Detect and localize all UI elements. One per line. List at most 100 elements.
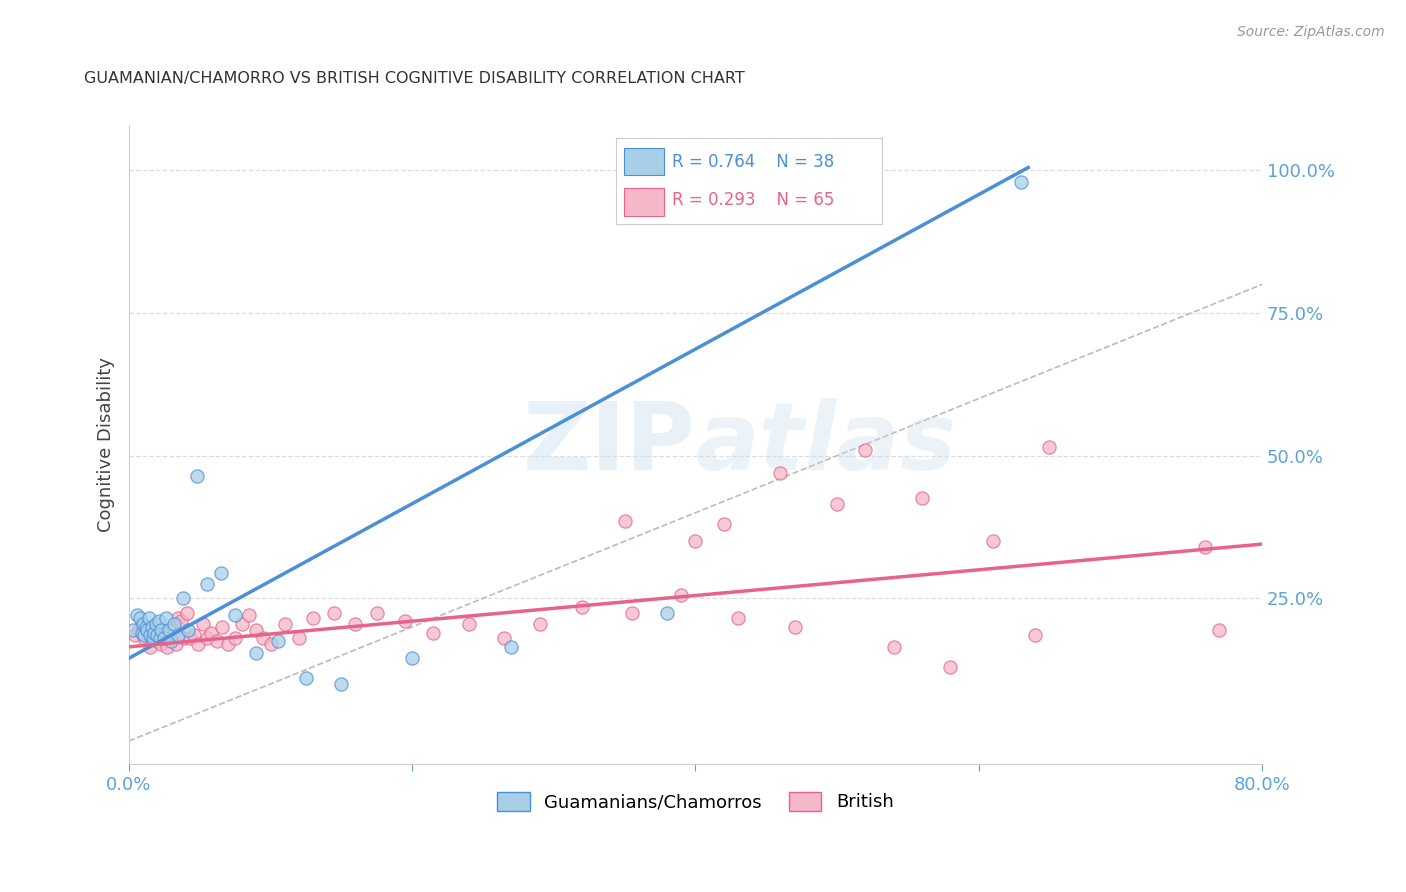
Point	[142, 632, 165, 646]
Point	[157, 623, 180, 637]
Point	[613, 514, 636, 528]
Point	[146, 634, 169, 648]
Point	[131, 617, 153, 632]
Point	[620, 606, 643, 620]
Point	[136, 623, 159, 637]
Point	[200, 625, 222, 640]
Point	[211, 620, 233, 634]
Point	[124, 628, 146, 642]
Point	[302, 611, 325, 625]
Legend: Guamanians/Chamorros, British: Guamanians/Chamorros, British	[491, 784, 901, 819]
Point	[148, 614, 170, 628]
Point	[143, 628, 166, 642]
Point	[245, 623, 267, 637]
Point	[671, 589, 693, 603]
Point	[139, 628, 162, 642]
Text: GUAMANIAN/CHAMORRO VS BRITISH COGNITIVE DISABILITY CORRELATION CHART: GUAMANIAN/CHAMORRO VS BRITISH COGNITIVE …	[83, 71, 744, 87]
Point	[769, 466, 792, 480]
Point	[366, 606, 388, 620]
Point	[172, 591, 194, 606]
Point	[141, 623, 163, 637]
Point	[143, 625, 166, 640]
Point	[162, 620, 184, 634]
Point	[183, 628, 205, 642]
Point	[295, 671, 318, 685]
Point	[167, 628, 190, 642]
Point	[191, 617, 214, 632]
Point	[224, 632, 246, 646]
Point	[494, 632, 516, 646]
Point	[224, 608, 246, 623]
Point	[136, 623, 159, 637]
Point	[1208, 623, 1230, 637]
Point	[156, 640, 179, 654]
Point	[195, 577, 218, 591]
Point	[713, 517, 735, 532]
Point	[783, 620, 806, 634]
Point	[330, 677, 353, 691]
Point	[179, 632, 201, 646]
Text: ZIP: ZIP	[523, 398, 696, 491]
Point	[165, 637, 187, 651]
Point	[128, 623, 150, 637]
Point	[141, 620, 163, 634]
Point	[205, 634, 228, 648]
Point	[571, 599, 593, 614]
Point	[655, 606, 678, 620]
Point	[132, 617, 155, 632]
Point	[135, 620, 157, 634]
Point	[1038, 440, 1060, 454]
Point	[529, 617, 551, 632]
Y-axis label: Cognitive Disability: Cognitive Disability	[97, 357, 115, 532]
Point	[146, 628, 169, 642]
Point	[323, 606, 346, 620]
Point	[259, 637, 281, 651]
Point	[939, 660, 962, 674]
Point	[195, 632, 218, 646]
Point	[153, 628, 176, 642]
Point	[266, 634, 288, 648]
Point	[122, 623, 145, 637]
Point	[176, 606, 198, 620]
Text: atlas: atlas	[696, 398, 956, 491]
Point	[148, 625, 170, 640]
Point	[981, 534, 1004, 549]
Point	[883, 640, 905, 654]
Point	[167, 611, 190, 625]
Point	[394, 614, 416, 628]
Point	[273, 617, 295, 632]
Point	[170, 614, 193, 628]
Point	[150, 637, 173, 651]
Point	[911, 491, 934, 506]
Point	[134, 628, 156, 642]
Point	[160, 634, 183, 648]
Point	[127, 608, 149, 623]
Point	[186, 468, 208, 483]
Point	[153, 632, 176, 646]
Point	[422, 625, 444, 640]
Point	[139, 640, 162, 654]
Point	[231, 617, 253, 632]
Point	[825, 497, 848, 511]
Point	[209, 566, 232, 580]
Point	[401, 651, 423, 665]
Text: Source: ZipAtlas.com: Source: ZipAtlas.com	[1237, 25, 1385, 39]
Point	[344, 617, 367, 632]
Point	[163, 617, 186, 632]
Point	[853, 442, 876, 457]
Point	[150, 623, 173, 637]
Point	[131, 625, 153, 640]
Point	[217, 637, 239, 651]
Point	[238, 608, 260, 623]
Point	[727, 611, 749, 625]
Point	[149, 632, 172, 646]
Point	[252, 632, 274, 646]
Point	[187, 637, 209, 651]
Point	[159, 632, 181, 646]
Point	[155, 611, 177, 625]
Point	[1024, 628, 1046, 642]
Point	[245, 646, 267, 660]
Point	[129, 611, 152, 625]
Point	[457, 617, 479, 632]
Point	[288, 632, 311, 646]
